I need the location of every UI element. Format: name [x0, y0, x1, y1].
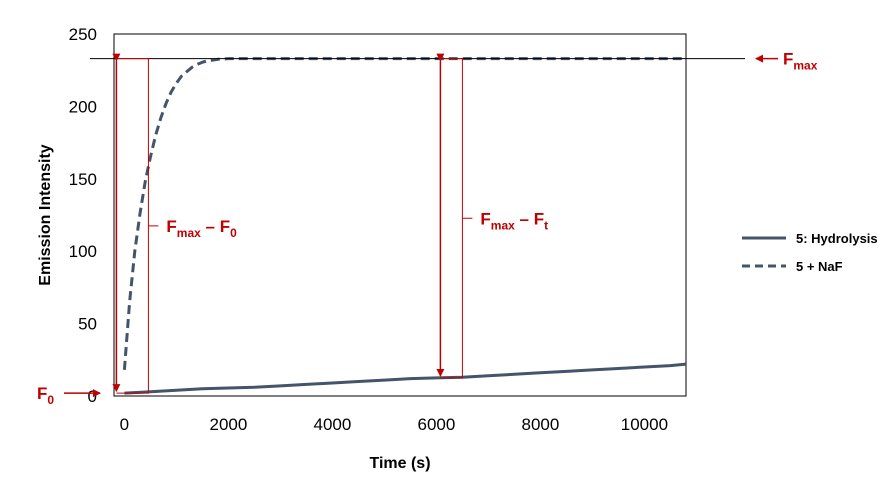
f0-label: F0 — [37, 384, 54, 407]
x-tick-label: 6000 — [417, 415, 455, 434]
diff1-label-b-sub: 0 — [230, 226, 237, 240]
diff2-label: Fmax – Ft — [480, 209, 548, 232]
plot-frame — [113, 33, 687, 397]
y-tick-label: 250 — [69, 25, 97, 44]
y-axis-ticks: 0 50 100 150 200 250 — [69, 25, 97, 406]
y-tick-label: 200 — [69, 97, 97, 116]
diff2-label-dash: – — [515, 209, 534, 228]
series-line-1 — [122, 57, 686, 371]
diff1-label-a-sub: max — [177, 226, 201, 240]
y-tick-label: 100 — [69, 242, 97, 261]
annotation-layer: Fmax F0 Fmax – F0 Fmax – Ft — [37, 50, 818, 407]
y-tick-label: 0 — [88, 387, 97, 406]
legend-label-hydrolysis: 5: Hydrolysis — [796, 231, 878, 246]
diff2-bracket — [440, 58, 473, 379]
legend: 5: Hydrolysis 5 + NaF — [742, 231, 878, 274]
fmax-label: Fmax — [783, 50, 818, 73]
diff2-label-b: F — [534, 209, 544, 228]
x-tick-label: 8000 — [521, 415, 559, 434]
y-tick-label: 50 — [78, 315, 97, 334]
y-axis-title: Emission Intensity — [37, 144, 54, 285]
diff1-bracket — [116, 58, 159, 394]
x-axis-title: Time (s) — [369, 455, 430, 472]
diff2-label-b-sub: t — [544, 218, 548, 232]
x-axis-ticks: 0 2000 4000 6000 8000 10000 — [120, 415, 668, 434]
diff1-label-a: F — [166, 217, 176, 236]
y-tick-label: 150 — [69, 170, 97, 189]
series-line-0 — [124, 362, 687, 395]
x-tick-label: 0 — [120, 415, 129, 434]
f0-label-sub: 0 — [47, 393, 54, 407]
legend-label-naf: 5 + NaF — [796, 259, 843, 274]
diff1-label: Fmax – F0 — [166, 217, 237, 240]
fmax-label-main: F — [783, 50, 793, 69]
diff2-label-a: F — [480, 209, 490, 228]
diff1-label-dash: – — [201, 217, 220, 236]
x-tick-label: 2000 — [209, 415, 247, 434]
diff2-label-a-sub: max — [491, 218, 515, 232]
x-tick-label: 10000 — [621, 415, 668, 434]
diff1-label-b: F — [220, 217, 230, 236]
x-tick-label: 4000 — [313, 415, 351, 434]
f0-label-main: F — [37, 384, 47, 403]
fmax-label-sub: max — [793, 59, 817, 73]
